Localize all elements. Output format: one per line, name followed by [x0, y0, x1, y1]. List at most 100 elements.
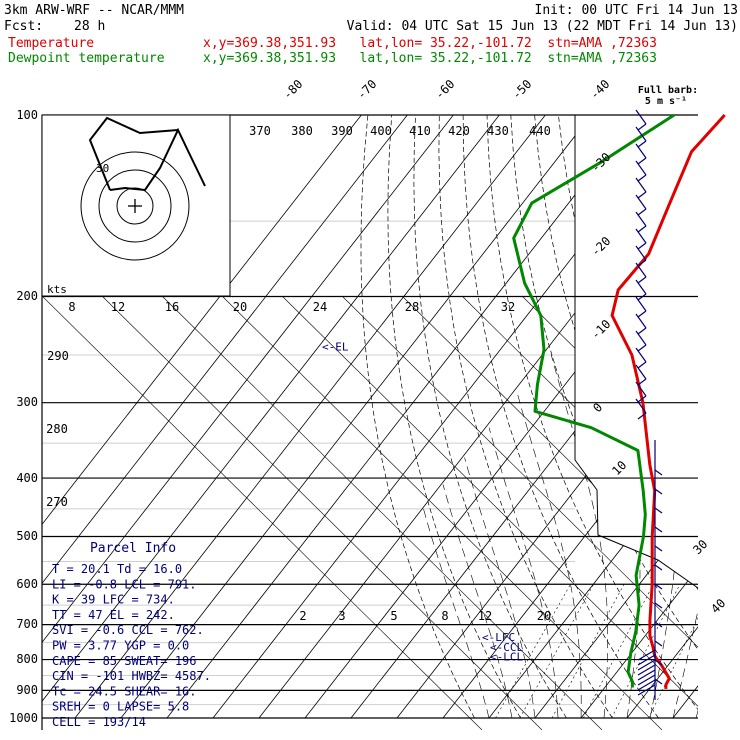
dry-adiabat-line [629, 115, 698, 719]
wind-barb [635, 279, 647, 295]
pressure-tick-label: 300 [16, 395, 38, 409]
moist-adiabat-line [672, 296, 698, 719]
level-annotation: <-CCL [490, 641, 523, 654]
forecast-label: Fcst: [4, 19, 44, 34]
valid-time: Valid: 04 UTC Sat 15 Jun 13 (22 MDT Fri … [346, 19, 738, 34]
wind-barb-flag [637, 395, 647, 403]
moist-adiabat-line [442, 484, 513, 719]
dry-adiabat-line [605, 115, 698, 719]
theta-label: 280 [46, 422, 68, 436]
theta-label: 270 [46, 495, 68, 509]
wind-barb [654, 678, 663, 685]
dry-adiabat-line [360, 115, 475, 719]
pressure-tick-label: 800 [16, 652, 38, 666]
temperature-legend-label: Temperature [8, 36, 95, 51]
wind-barb [637, 674, 656, 686]
wind-barb [635, 347, 647, 363]
hodograph-ring [80, 151, 190, 261]
isotherm-label: -70 [354, 77, 379, 102]
hodo-guide-line [221, 295, 663, 730]
hodo-speed-label: 32 [501, 300, 515, 314]
moist-adiabat-line [423, 508, 490, 719]
isotherm-line [42, 115, 500, 719]
wind-barb-flag [637, 242, 647, 250]
wind-barb [635, 177, 647, 193]
pressure-tick-label: 1000 [9, 711, 38, 725]
hodo-speed-label: 16 [165, 300, 179, 314]
parcel-info-row: SVI = -0.6 CCL = 762. [52, 623, 204, 637]
parcel-info-row: CIN = -101 HWBZ= 4587. [52, 669, 211, 683]
wind-barb-flag [637, 259, 647, 267]
dewpoint-line [512, 113, 675, 688]
level-annotation: <-LFC [482, 631, 515, 644]
pressure-tick-label: 900 [16, 683, 38, 697]
wind-barb [637, 669, 656, 681]
parcel-info-row: T = 20.1 Td = 16.0 [52, 562, 182, 576]
theta-label: 440 [529, 124, 551, 138]
wind-barb-flag [637, 140, 647, 148]
isotherm-label: -80 [280, 77, 305, 102]
isotherm-line [166, 115, 638, 719]
barb-legend-line1: Full barb: [638, 85, 698, 96]
parcel-info-row: Tc = 24.5 SHEAR= 16. [52, 684, 197, 698]
wind-barb [635, 330, 647, 346]
level-annotations: <-EL <-LFC<-CCL<-LCL [322, 340, 523, 663]
pressure-tick-label: 700 [16, 617, 38, 631]
wind-barb [654, 545, 663, 552]
wind-barb [654, 640, 663, 647]
wind-barb [637, 649, 656, 661]
isotherm-label: -50 [509, 77, 534, 102]
parcel-info-row: CAPE = 85 SWEAT= 196 [52, 654, 197, 668]
pressure-tick-label: 400 [16, 471, 38, 485]
hodo-speed-label: 28 [405, 300, 419, 314]
hodo-speed-label: 20 [233, 300, 247, 314]
wind-barb [637, 664, 656, 676]
wind-barb [635, 126, 647, 142]
isotherm-line [42, 115, 454, 719]
mixing-ratio-label: 8 [441, 609, 448, 623]
wind-barb-flag [637, 361, 647, 369]
moist-adiabat-line [695, 296, 698, 719]
wind-barb-flag [637, 191, 647, 199]
wind-barb [635, 381, 647, 397]
isotherm-label: 40 [708, 596, 728, 616]
parcel-info-row: TT = 47 EL = 242. [52, 608, 175, 622]
level-annotation: <-LCL [490, 651, 523, 664]
hodo-guide-line [401, 295, 698, 730]
wind-barb [654, 602, 663, 609]
isotherm-label: 30 [690, 537, 710, 557]
isotherm-label: -10 [588, 317, 613, 342]
moist-adiabat-line [464, 457, 536, 719]
mixing-ratio-label: 12 [478, 609, 492, 623]
isotherm-label: -40 [587, 77, 612, 102]
dewpoint-location: x,y=369.38,351.93 lat,lon= 35.22,-101.72… [203, 51, 657, 66]
dry-adiabat-line [486, 115, 698, 719]
wind-barb [635, 398, 647, 414]
isotherm-line [580, 115, 698, 719]
isotherm-line [212, 115, 684, 719]
parcel-info-row: SREH = 0 LAPSE= 5.8 [52, 700, 189, 714]
isotherm-line [304, 115, 698, 719]
temperature-location: x,y=369.38,351.93 lat,lon= 35.22,-101.72… [203, 36, 657, 51]
wind-barb [635, 245, 647, 261]
hodo-guide-line [161, 295, 603, 730]
hodograph-unit-label: kts [47, 283, 67, 296]
isotherm-line [120, 115, 592, 719]
model-title: 3km ARW-WRF -- NCAR/MMM [4, 3, 185, 18]
moist-adiabat-line [719, 297, 740, 719]
wind-barb [635, 109, 647, 125]
wind-barb [635, 296, 647, 312]
hodo-guide-line [281, 295, 698, 730]
mixing-ratio-label: 3 [338, 609, 345, 623]
hodograph-ring-label: 30 [96, 162, 109, 175]
parcel-info-table: T = 20.1 Td = 16.0LI = -0.8 LCL = 791. K … [52, 562, 211, 729]
isotherm-line [534, 115, 698, 719]
isotherm-line [42, 115, 362, 719]
pressure-tick-label: 500 [16, 529, 38, 543]
mixing-ratio-line [648, 584, 698, 719]
hodo-speed-label: 12 [111, 300, 125, 314]
wind-barb [635, 143, 647, 159]
parcel-info-row: LI = -0.8 LCL = 791. [52, 577, 197, 591]
parcel-info-row: K = 39 LFC = 734. [52, 593, 175, 607]
wind-barb-flag [637, 344, 647, 352]
